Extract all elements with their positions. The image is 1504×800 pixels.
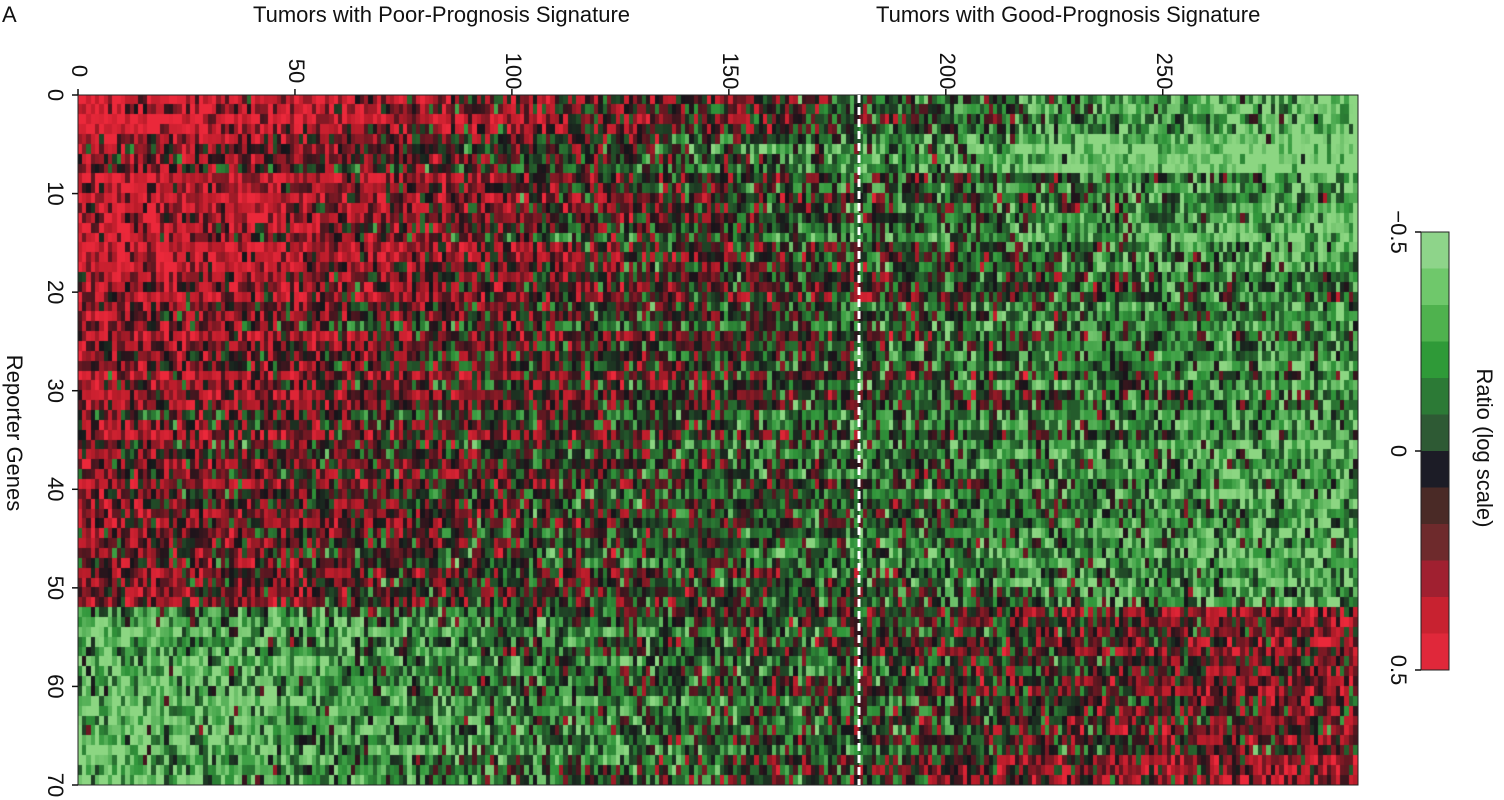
plot-frame [77, 94, 1359, 786]
y-tick-label-0: 0 [43, 89, 68, 101]
colorbar-label: Ratio (log scale) [1472, 368, 1497, 528]
colorbar-step-5 [1421, 414, 1449, 452]
colorbar-step-0 [1421, 232, 1449, 269]
heatmap-cells [78, 95, 1358, 785]
y-tick-label-4: 40 [43, 477, 68, 501]
colorbar-step-10 [1421, 597, 1449, 634]
x-tick-label-1: 50 [284, 59, 309, 83]
x-tick-label-4: 200 [935, 53, 960, 90]
y-tick-label-7: 70 [43, 773, 68, 797]
colorbar-step-11 [1421, 633, 1449, 671]
good-prognosis-title: Tumors with Good-Prognosis Signature [876, 2, 1261, 27]
y-tick-label-3: 30 [43, 378, 68, 402]
y-tick-label-2: 20 [43, 280, 68, 304]
poor-prognosis-title: Tumors with Poor-Prognosis Signature [253, 2, 631, 27]
colorbar-step-6 [1421, 451, 1449, 488]
colorbar-step-3 [1421, 341, 1449, 379]
y-tick-label-5: 50 [43, 576, 68, 600]
x-tick-label-5: 250 [1152, 53, 1177, 90]
y-axis-label: Reporter Genes [2, 354, 27, 512]
colorbar-step-7 [1421, 487, 1449, 525]
y-tick-label-1: 10 [43, 181, 68, 205]
x-tick-label-2: 100 [501, 53, 526, 90]
x-tick-label-0: 0 [67, 65, 92, 77]
colorbar-step-8 [1421, 524, 1449, 561]
colorbar-step-9 [1421, 560, 1449, 598]
colorbar-step-4 [1421, 378, 1449, 415]
y-tick-label-6: 60 [43, 674, 68, 698]
colorbar-step-1 [1421, 268, 1449, 306]
colorbar-tick-label-2: 0.5 [1386, 655, 1411, 686]
colorbar-tick-label-1: 0 [1386, 445, 1411, 457]
panel-label: A [2, 2, 17, 27]
colorbar-step-2 [1421, 305, 1449, 342]
colorbar-tick-label-0: −0.5 [1386, 210, 1411, 253]
x-tick-label-3: 150 [718, 53, 743, 90]
